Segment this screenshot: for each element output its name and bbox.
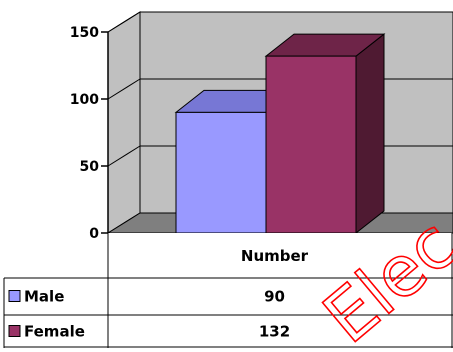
y-tick-label: 50	[80, 159, 100, 175]
legend-swatch	[8, 290, 21, 302]
bar-male	[174, 89, 296, 235]
gridline-side	[107, 78, 141, 100]
gridline-side	[107, 11, 141, 33]
data-value: 132	[259, 323, 290, 341]
legend-label: Female	[24, 323, 85, 341]
data-value: 90	[264, 288, 285, 306]
gridline-side	[107, 145, 141, 167]
y-axis: 0 50 100 150	[70, 25, 109, 242]
table-bg-left	[4, 278, 108, 348]
y-tick-label: 0	[89, 226, 99, 242]
legend-swatch	[8, 325, 21, 337]
data-table: Number Male 90 Female 132	[3, 233, 453, 348]
y-tick-label: 150	[70, 25, 99, 41]
bar-front	[265, 55, 357, 234]
y-tick-label: 100	[70, 92, 99, 108]
bars	[174, 33, 386, 235]
category-label: Number	[241, 247, 309, 265]
side-wall	[107, 11, 141, 234]
bar-side	[355, 33, 385, 235]
table-bg	[108, 233, 452, 348]
bar-front	[175, 111, 267, 234]
bar-female	[264, 33, 386, 235]
legend-label: Male	[24, 288, 64, 306]
